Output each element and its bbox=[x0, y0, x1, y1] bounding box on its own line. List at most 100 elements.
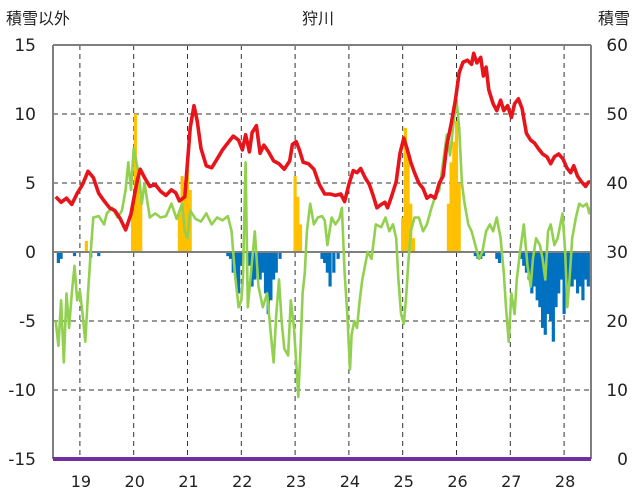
bar bbox=[538, 252, 542, 308]
bar bbox=[136, 169, 140, 252]
bar bbox=[562, 252, 566, 315]
bar bbox=[570, 252, 574, 287]
bar bbox=[131, 210, 135, 252]
right-axis-label: 積雪 bbox=[598, 9, 630, 28]
green-line-path bbox=[54, 98, 593, 399]
bar bbox=[411, 238, 416, 252]
left-tick-label: -10 bbox=[8, 381, 36, 401]
x-tick-label: 24 bbox=[340, 472, 360, 491]
bar bbox=[559, 252, 564, 280]
bar bbox=[543, 252, 547, 335]
bar bbox=[481, 252, 485, 257]
bar bbox=[332, 252, 336, 273]
bar bbox=[320, 252, 324, 259]
bar bbox=[237, 252, 241, 294]
red-line-path bbox=[54, 51, 592, 232]
bar bbox=[228, 252, 233, 259]
left-tick-label: 15 bbox=[14, 36, 36, 56]
bar bbox=[446, 203, 451, 252]
right-tick-label: 50 bbox=[606, 105, 628, 125]
bar bbox=[557, 252, 561, 294]
bar bbox=[554, 252, 558, 308]
bar bbox=[56, 252, 60, 264]
chart-title: 狩川 bbox=[302, 9, 334, 28]
x-tick-label: 28 bbox=[555, 472, 575, 491]
x-tick-label: 20 bbox=[125, 472, 145, 491]
left-tick-label: 5 bbox=[25, 174, 36, 194]
bar bbox=[575, 252, 580, 294]
red-line-series bbox=[54, 51, 592, 232]
x-tick-label: 19 bbox=[71, 472, 91, 491]
green-line-series bbox=[54, 98, 593, 399]
bar bbox=[97, 252, 101, 257]
bar bbox=[274, 252, 278, 273]
x-tick-label: 27 bbox=[501, 472, 521, 491]
left-tick-label: 0 bbox=[25, 243, 36, 263]
bar bbox=[495, 252, 499, 259]
bar bbox=[296, 196, 300, 252]
bar bbox=[185, 169, 190, 252]
bar bbox=[325, 252, 329, 273]
x-axis-ticks: 19 20 21 22 23 24 25 26 27 28 bbox=[71, 472, 576, 491]
left-tick-label: 10 bbox=[14, 105, 36, 125]
bar bbox=[226, 252, 230, 257]
right-tick-label: 0 bbox=[617, 450, 628, 470]
bar bbox=[454, 120, 459, 253]
bar bbox=[59, 252, 63, 259]
bar bbox=[263, 252, 268, 294]
right-tick-label: 10 bbox=[606, 381, 628, 401]
right-tick-label: 60 bbox=[606, 36, 628, 56]
bar bbox=[578, 252, 582, 287]
right-tick-label: 20 bbox=[606, 312, 628, 332]
bar bbox=[139, 196, 143, 252]
bar bbox=[298, 224, 303, 252]
bar bbox=[234, 252, 238, 280]
bar bbox=[584, 252, 588, 280]
bar bbox=[527, 252, 531, 280]
x-tick-label: 21 bbox=[178, 472, 198, 491]
bar bbox=[323, 252, 327, 264]
bar bbox=[452, 141, 456, 252]
bar bbox=[532, 252, 537, 287]
bar bbox=[406, 155, 410, 252]
bar bbox=[497, 252, 502, 264]
bar bbox=[473, 252, 477, 257]
x-tick-label: 22 bbox=[232, 472, 252, 491]
bar bbox=[336, 252, 340, 259]
bar bbox=[546, 252, 550, 315]
bar bbox=[522, 252, 526, 266]
bar bbox=[449, 162, 453, 252]
right-tick-label: 40 bbox=[606, 174, 628, 194]
bar bbox=[401, 217, 405, 252]
bar bbox=[586, 252, 590, 287]
right-tick-label: 30 bbox=[606, 243, 628, 263]
bar bbox=[549, 252, 553, 321]
plot-frame bbox=[52, 44, 592, 461]
bar bbox=[535, 252, 539, 301]
bar bbox=[84, 240, 88, 252]
bar bbox=[328, 252, 332, 287]
bar bbox=[581, 252, 585, 301]
x-tick-label: 25 bbox=[394, 472, 414, 491]
bar bbox=[293, 176, 297, 252]
bar bbox=[573, 252, 577, 280]
bar bbox=[253, 252, 257, 280]
bar bbox=[278, 252, 282, 259]
bar bbox=[540, 252, 545, 328]
bar bbox=[72, 252, 77, 257]
bar bbox=[239, 252, 243, 266]
bar bbox=[457, 183, 461, 252]
bar bbox=[258, 252, 262, 280]
left-axis-label: 積雪以外 bbox=[6, 9, 70, 28]
bar bbox=[261, 252, 265, 273]
bar bbox=[551, 252, 555, 342]
x-tick-label: 23 bbox=[286, 472, 306, 491]
left-axis-ticks: 15 10 5 0 -5 -10 -15 bbox=[8, 36, 36, 470]
bar bbox=[269, 252, 273, 301]
bar bbox=[247, 252, 251, 266]
bar bbox=[271, 252, 276, 280]
bar bbox=[403, 127, 407, 252]
bar bbox=[519, 252, 523, 259]
left-tick-label: -5 bbox=[19, 312, 36, 332]
